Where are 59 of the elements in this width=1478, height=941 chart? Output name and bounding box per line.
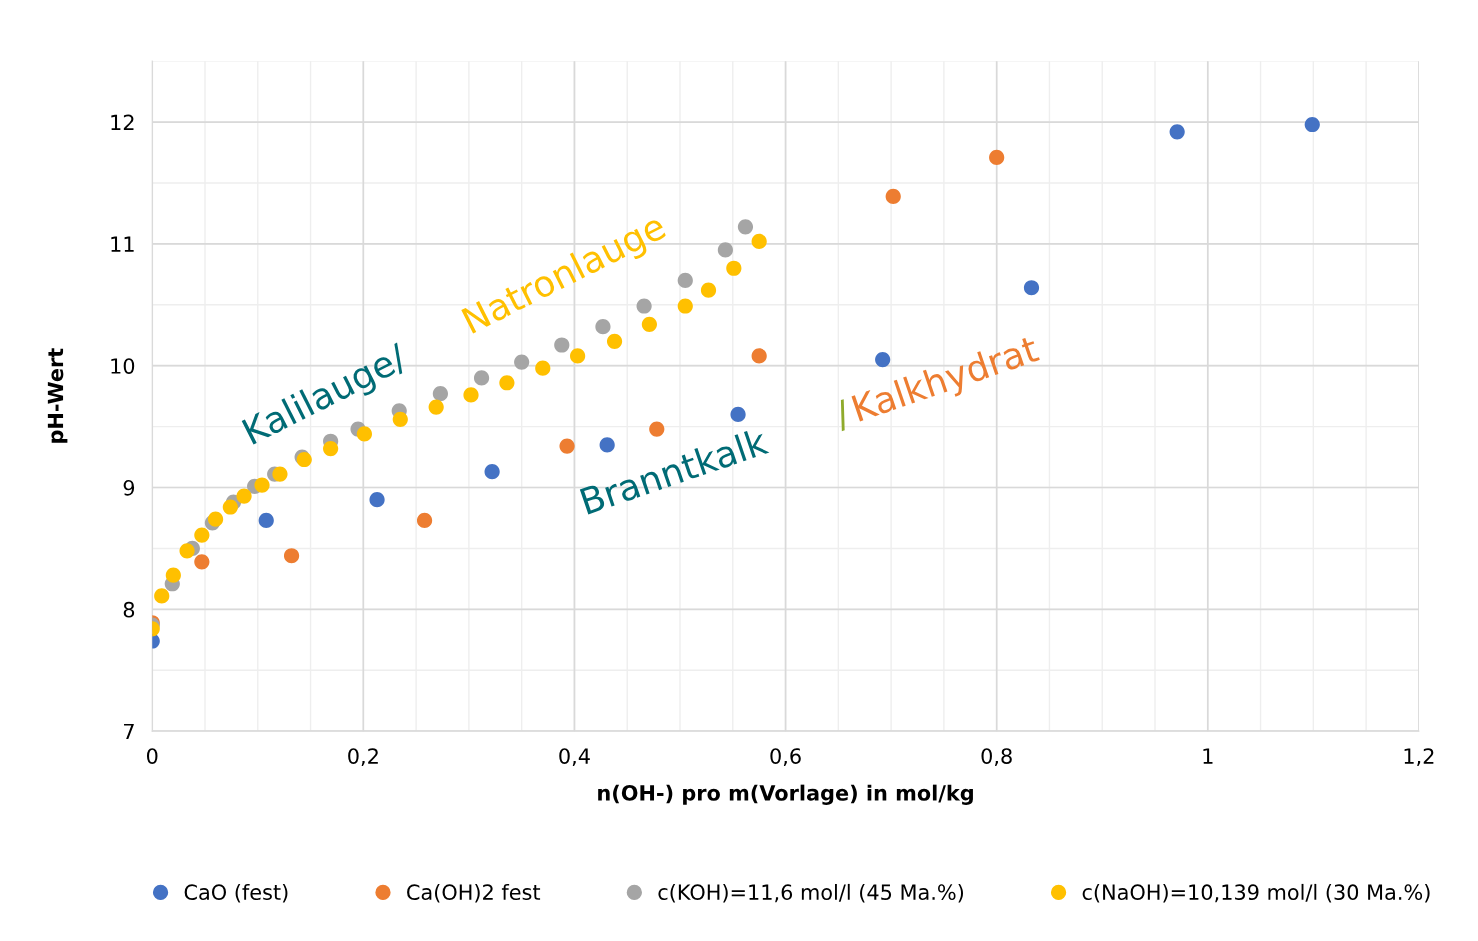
point	[463, 387, 479, 403]
y-tick-label: 7	[124, 723, 134, 740]
point	[1023, 280, 1040, 296]
point	[416, 512, 433, 529]
legend-label: CaO (fest)	[184, 883, 288, 903]
point	[369, 492, 385, 508]
point	[989, 149, 1005, 166]
point	[1169, 124, 1185, 140]
point	[283, 548, 300, 564]
y-tick-label: 10	[111, 358, 135, 374]
y-tick-label: 11	[111, 236, 134, 252]
x-tick-label: 1	[1203, 748, 1213, 764]
point	[700, 282, 717, 298]
point	[677, 272, 693, 289]
point	[499, 375, 515, 391]
x-tick-label: 0	[146, 748, 158, 764]
x-tick-label: 0,6	[770, 748, 801, 767]
point	[222, 499, 238, 515]
y-axis-title: pH-Wert	[47, 348, 68, 443]
x-tick-label: 0,8	[981, 748, 1012, 767]
x-tick-label: 1,2	[1404, 748, 1434, 767]
point	[165, 567, 181, 583]
point	[726, 260, 742, 276]
point	[473, 370, 490, 386]
point	[1304, 116, 1320, 133]
y-tick-label: 8	[123, 601, 135, 618]
y-tick-label: 12	[111, 114, 134, 130]
x-axis-title: n(OH-) pro m(Vorlage) in mol/kg	[598, 784, 973, 805]
x-tick-label: 0,2	[348, 748, 378, 767]
legend-label: c(KOH)=11,6 mol/l (45 Ma.%)	[658, 883, 964, 903]
y-tick-label: 9	[123, 479, 135, 496]
point	[254, 477, 270, 493]
point	[559, 438, 575, 454]
point	[606, 333, 623, 349]
point	[885, 188, 901, 204]
point	[154, 588, 170, 604]
point	[207, 511, 224, 527]
point	[258, 512, 274, 529]
legend-label: Ca(OH)2 fest	[407, 883, 541, 903]
point	[194, 554, 210, 570]
x-tick-label: 0,4	[559, 748, 590, 767]
point	[554, 337, 570, 353]
point	[194, 527, 210, 543]
point	[272, 466, 288, 482]
point	[535, 360, 551, 376]
point	[717, 242, 733, 258]
point	[751, 348, 767, 364]
point	[179, 543, 195, 559]
point	[432, 386, 448, 402]
point	[730, 406, 746, 423]
point	[484, 464, 500, 480]
point	[677, 298, 693, 314]
legend-label: c(NaOH)=10,139 mol/l (30 Ma.%)	[1082, 883, 1430, 903]
point	[570, 348, 586, 364]
point	[236, 488, 252, 504]
point	[737, 219, 754, 235]
point	[514, 354, 530, 370]
point	[751, 233, 767, 250]
point	[428, 399, 444, 415]
